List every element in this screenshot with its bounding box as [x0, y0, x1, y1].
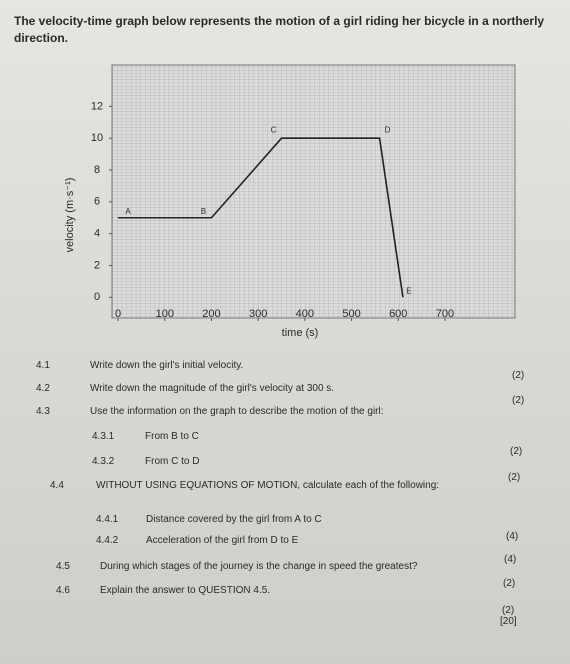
- point-label: A: [125, 207, 131, 216]
- y-tick-label: 0: [94, 291, 100, 303]
- question-number: 4.3.2: [92, 456, 115, 467]
- question-number: 4.5: [56, 561, 70, 572]
- question-text: Write down the girl's initial velocity.: [90, 360, 244, 371]
- y-tick-label: 2: [94, 259, 100, 271]
- question-text: From C to D: [145, 456, 200, 467]
- question-text: During which stages of the journey is th…: [100, 561, 418, 572]
- x-tick-label: 600: [389, 308, 407, 320]
- x-axis-label: time (s): [282, 327, 319, 339]
- y-axis-label: velocity (m·s⁻¹): [64, 178, 76, 253]
- total-marks: [20]: [500, 616, 517, 627]
- question-number: 4.4: [50, 480, 64, 491]
- question-number: 4.6: [56, 585, 70, 596]
- marks: (4): [506, 531, 519, 542]
- x-tick-label: 200: [202, 308, 220, 320]
- marks: (2): [503, 578, 516, 589]
- point-label: B: [201, 207, 206, 216]
- x-tick-label: 700: [436, 308, 454, 320]
- marks: (4): [504, 554, 517, 565]
- marks: (2): [512, 370, 525, 381]
- y-tick-label: 8: [94, 164, 100, 176]
- x-tick-label: 100: [156, 308, 174, 320]
- question-text: Write down the magnitude of the girl's v…: [90, 383, 335, 394]
- x-tick-label: 500: [342, 308, 360, 320]
- question-text: From B to C: [145, 431, 199, 442]
- question-text: Distance covered by the girl from A to C: [146, 514, 322, 525]
- y-tick-label: 12: [91, 100, 103, 112]
- graph-paper: [111, 64, 516, 319]
- marks: (2): [510, 446, 523, 457]
- question-text: WITHOUT USING EQUATIONS OF MOTION, calcu…: [96, 480, 440, 491]
- question-number: 4.3: [36, 406, 50, 417]
- question-number: 4.2: [36, 383, 50, 394]
- marks: (2): [508, 472, 521, 483]
- x-tick-label: 0: [115, 308, 121, 320]
- y-tick-label: 6: [94, 196, 100, 208]
- question-text: Use the information on the graph to desc…: [90, 406, 384, 417]
- y-tick-label: 10: [91, 132, 103, 144]
- point-label: C: [271, 125, 277, 134]
- question-number: 4.4.1: [96, 514, 119, 525]
- question-number: 4.3.1: [92, 431, 115, 442]
- velocity-line: [118, 137, 404, 298]
- x-tick-label: 300: [249, 308, 267, 320]
- y-tick-label: 4: [94, 228, 100, 240]
- point-label: D: [385, 125, 391, 134]
- question-number: 4.4.2: [96, 535, 119, 546]
- graph: velocity (m·s⁻¹) time (s) 0 2 4 6 8 10 12 0 100 2…: [64, 64, 516, 339]
- x-tick-label: 400: [296, 308, 314, 320]
- marks: (2): [502, 605, 515, 616]
- marks: (2): [512, 395, 525, 406]
- question-number: 4.1: [36, 360, 50, 371]
- intro: The velocity-time graph below represents…: [14, 14, 545, 45]
- question-text: Acceleration of the girl from D to E: [146, 535, 299, 546]
- point-label: E: [406, 286, 411, 295]
- question-text: Explain the answer to QUESTION 4.5.: [100, 585, 271, 596]
